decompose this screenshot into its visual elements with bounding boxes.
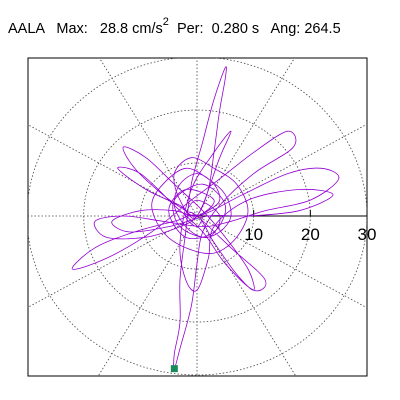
station-code: AALA: [8, 20, 45, 37]
grid-spoke: [196, 123, 367, 217]
grid-spoke: [196, 215, 367, 309]
particle-motion-trace: [71, 66, 340, 370]
radial-tick-label: 30: [358, 225, 377, 244]
radial-tick-label: 20: [301, 225, 320, 244]
period-value: 0.280 s: [211, 20, 260, 37]
angle-value: 264.5: [304, 20, 341, 37]
chart-title: AALA Max: 28.8 cm/s2 Per: 0.280 s Ang: 2…: [8, 16, 341, 37]
period-label: Per:: [176, 20, 204, 37]
max-label: Max:: [56, 20, 88, 37]
angle-label: Ang:: [270, 20, 301, 37]
grid-spoke: [196, 58, 296, 217]
max-value: 28.8 cm/s: [99, 20, 163, 37]
radial-ticks: 10 20 30: [244, 210, 376, 244]
radial-tick-label: 10: [244, 225, 263, 244]
peak-marker: [170, 365, 178, 373]
max-exponent: 2: [162, 16, 169, 28]
